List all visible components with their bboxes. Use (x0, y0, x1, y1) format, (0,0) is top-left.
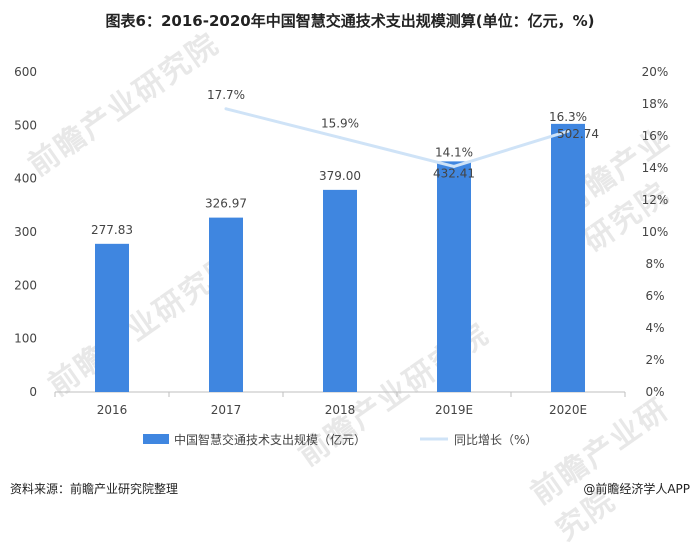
y-right-tick-label: 8% (645, 257, 664, 271)
y-left-tick-label: 500 (14, 118, 37, 132)
bar-data-label: 502.74 (557, 127, 599, 141)
y-left-tick-label: 0 (29, 385, 37, 399)
growth-point (338, 136, 342, 140)
x-tick-label: 2017 (211, 403, 242, 417)
x-tick-label: 2020E (549, 403, 587, 417)
x-tick-label: 2018 (325, 403, 356, 417)
chart-svg: 0 100 200 300 400 500 600 0% 2% 4% 6% 8% 10% 12% 14% 16… (14, 65, 669, 447)
y-right-tick-label: 6% (645, 289, 664, 303)
y-right-tick-label: 4% (645, 321, 664, 335)
y-left-tick-label: 400 (14, 172, 37, 186)
bar (95, 243, 129, 392)
growth-data-label: 16.3% (549, 110, 587, 124)
growth-data-label: 15.9% (321, 117, 359, 131)
y-left-tick-label: 600 (14, 65, 37, 79)
bar (437, 161, 471, 392)
x-tick-label: 2016 (97, 403, 128, 417)
growth-point (452, 164, 456, 168)
growth-point (566, 129, 570, 133)
y-left-tick-label: 100 (14, 332, 37, 346)
bar (551, 123, 585, 392)
bar-data-label: 432.41 (433, 166, 475, 180)
growth-point (224, 107, 228, 111)
y-right-tick-label: 20% (642, 65, 669, 79)
bar-data-label: 277.83 (91, 223, 133, 237)
growth-data-label: 14.1% (435, 145, 473, 159)
y-right-tick-label: 16% (642, 129, 669, 143)
y-right-tick-label: 14% (642, 161, 669, 175)
bar (209, 217, 243, 392)
bar-data-label: 379.00 (319, 169, 361, 183)
source-note: 资料来源：前瞻产业研究院整理 (10, 482, 179, 496)
legend-label: 同比增长（%） (454, 433, 537, 447)
x-tick-label: 2019E (435, 403, 473, 417)
legend-label: 中国智慧交通技术支出规模（亿元） (174, 432, 366, 447)
growth-line (225, 107, 569, 168)
chart-title: 图表6：2016-2020年中国智慧交通技术支出规模测算(单位：亿元，%) (105, 12, 595, 30)
legend-swatch-bar (143, 434, 169, 444)
bar-data-label: 326.97 (205, 197, 247, 211)
bar (323, 189, 357, 392)
y-right-tick-label: 12% (642, 193, 669, 207)
y-right-tick-label: 0% (645, 385, 664, 399)
brand-note: @前瞻经济学人APP (583, 482, 690, 496)
y-right-tick-label: 10% (642, 225, 669, 239)
y-left-tick-label: 300 (14, 225, 37, 239)
y-right-tick-label: 18% (642, 97, 669, 111)
growth-data-label: 17.7% (207, 88, 245, 102)
y-left-tick-label: 200 (14, 278, 37, 292)
y-right-tick-label: 2% (645, 353, 664, 367)
